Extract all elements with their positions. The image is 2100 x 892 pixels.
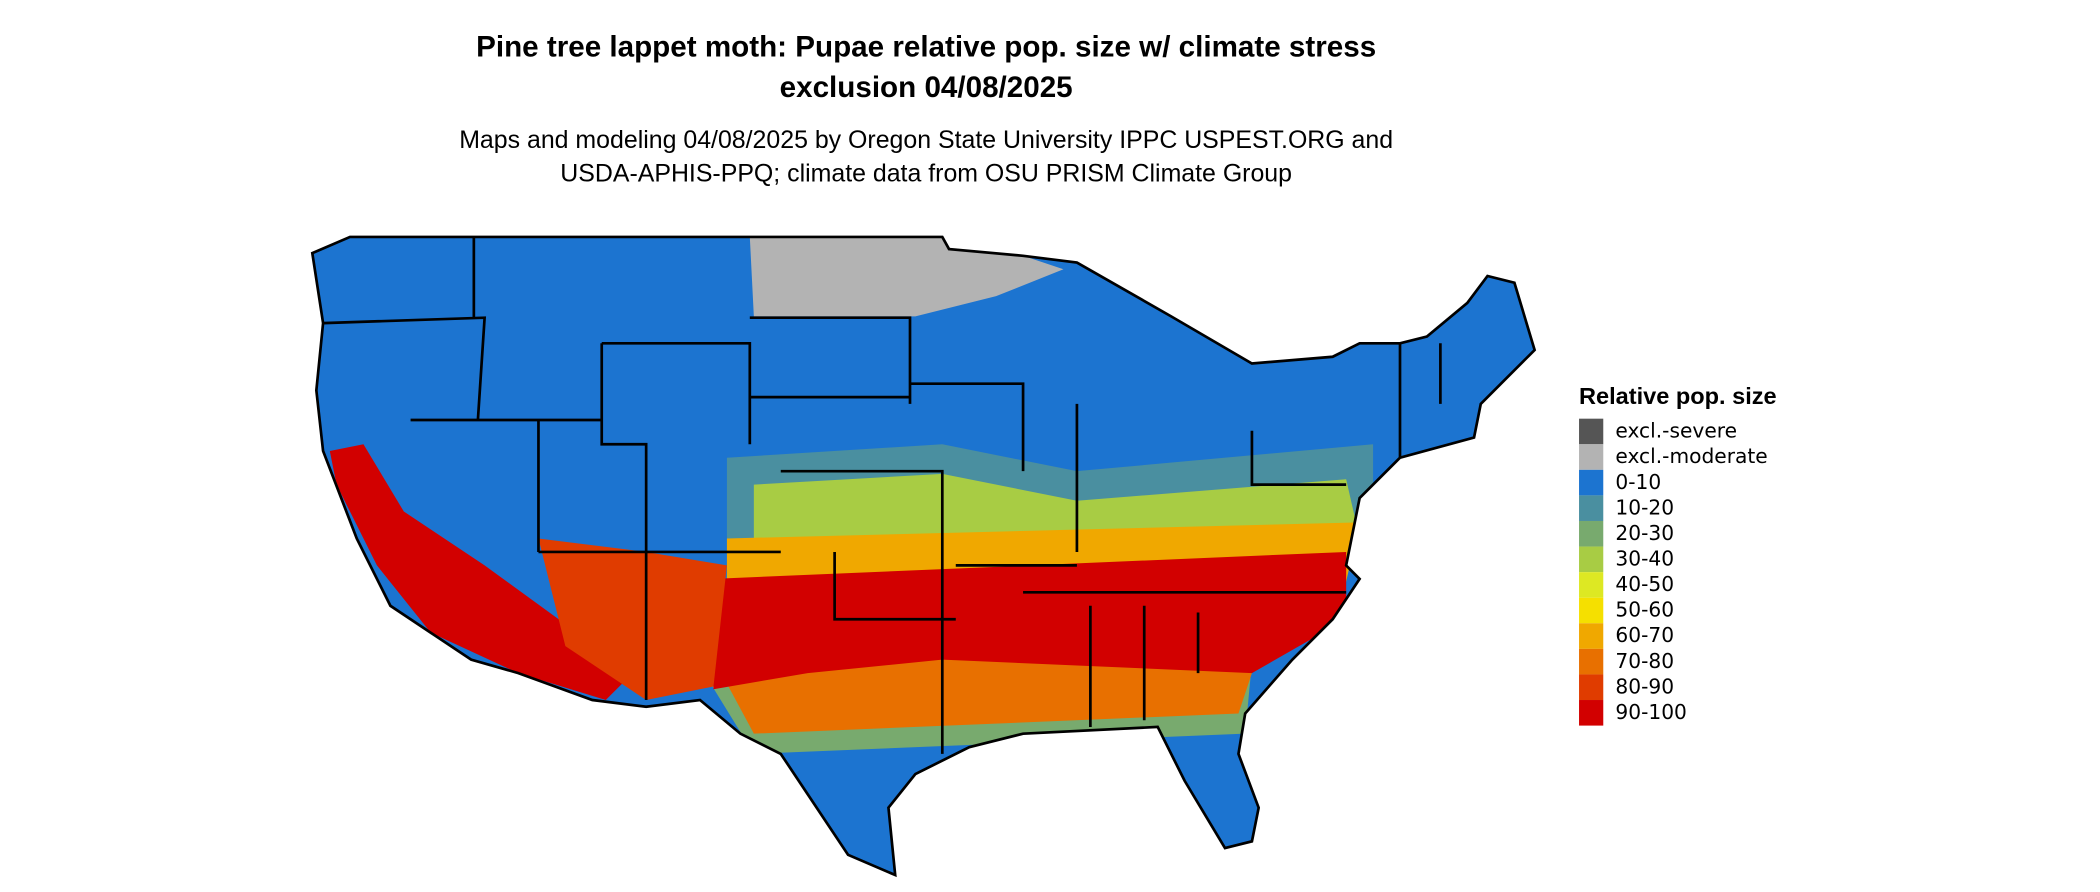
legend-swatch [1579, 700, 1604, 726]
legend-label: 70-80 [1615, 649, 1674, 673]
legend-label: 60-70 [1615, 623, 1674, 647]
state-borders [323, 236, 1442, 754]
legend-label: 10-20 [1615, 495, 1674, 519]
legend-swatch [1579, 623, 1604, 649]
legend-label: excl.-moderate [1615, 444, 1767, 468]
legend-label: 0-10 [1615, 470, 1661, 494]
legend-swatch [1579, 418, 1604, 445]
legend: excl.-severeexcl.-moderate0-1010-2020-30… [1579, 419, 1768, 726]
legend-label: 90-100 [1615, 700, 1687, 724]
legend-swatch [1579, 495, 1604, 521]
legend-label: 20-30 [1615, 521, 1674, 545]
region [749, 236, 1064, 317]
region [538, 538, 727, 701]
legend-swatch [1579, 444, 1604, 470]
legend-label: 40-50 [1615, 572, 1674, 596]
region [329, 444, 633, 701]
legend-swatch [1579, 648, 1604, 675]
title: exclusion 04/08/2025 [780, 71, 1073, 104]
subtitle: Maps and modeling 04/08/2025 by Oregon S… [459, 126, 1393, 154]
region [713, 551, 1347, 690]
legend-swatch [1579, 674, 1604, 701]
legend-swatch [1579, 469, 1604, 496]
legend-title: Relative pop. size [1579, 383, 1777, 409]
subtitle: USDA-APHIS-PPQ; climate data from OSU PR… [560, 160, 1292, 188]
legend-label: excl.-severe [1615, 419, 1737, 443]
legend-swatch [1579, 520, 1604, 547]
legend-label: 50-60 [1615, 598, 1674, 622]
legend-label: 30-40 [1615, 547, 1674, 571]
legend-label: 80-90 [1615, 674, 1674, 698]
legend-swatch [1579, 597, 1604, 624]
title: Pine tree lappet moth: Pupae relative po… [476, 31, 1376, 64]
legend-swatch [1579, 572, 1604, 598]
legend-swatch [1579, 546, 1604, 573]
